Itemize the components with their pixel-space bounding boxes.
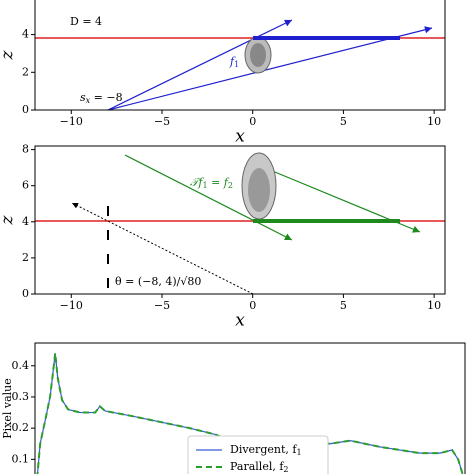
legend-sub: 1 [296, 448, 301, 457]
ray [107, 26, 433, 111]
y-tick-label: 0 [22, 103, 29, 116]
panel-1-geometry: D = 4 sx = −8 f1 [35, 15, 445, 111]
x-tick-label: 0 [249, 115, 256, 128]
y-axis-label: Pixel value [1, 378, 14, 439]
x-tick-label: 5 [340, 115, 347, 128]
y-tick-label: 0 [22, 287, 29, 300]
x-tick-label: −5 [154, 115, 170, 128]
x-tick-label: −10 [60, 299, 83, 312]
phantom-inner [250, 43, 266, 67]
x-tick-label: 10 [427, 115, 441, 128]
legend-box [187, 435, 329, 474]
annotation: sx = −8 [80, 91, 123, 105]
x-axis-label: x [235, 311, 245, 331]
x-tick-label: 10 [427, 299, 441, 312]
line-series [36, 353, 464, 474]
y-tick-label: 4 [22, 215, 29, 228]
x-tick-label: 5 [340, 299, 347, 312]
phantom-inner [248, 168, 270, 212]
x-tick-label: 0 [249, 299, 256, 312]
plot-frame [34, 342, 466, 474]
x-tick-label: −10 [60, 115, 83, 128]
annotation: θ = (−8, 4)/√80 [115, 275, 201, 288]
y-axis-label: z [0, 49, 18, 60]
legend-sub: 2 [283, 465, 288, 474]
x-tick-label: −5 [154, 299, 170, 312]
y-tick-label: 8 [22, 143, 29, 156]
legend-label: Divergent, f1 [230, 443, 302, 457]
y-tick-label: 0.3 [12, 390, 30, 403]
ray [107, 19, 293, 111]
legend: Divergent, f1 Parallel, f2 [187, 435, 329, 474]
y-tick-label: 4 [22, 28, 29, 41]
y-tick-label: 2 [22, 65, 29, 78]
annotation: D = 4 [70, 15, 102, 28]
y-tick-label: 0.4 [12, 359, 30, 372]
y-tick-label: 0.2 [12, 421, 30, 434]
x-axis-label: x [235, 127, 245, 147]
annotation: 𝒯f1 = f2 [190, 176, 233, 190]
legend-label: Parallel, f2 [230, 460, 289, 474]
y-axis-label: z [0, 214, 18, 225]
direction [71, 202, 254, 295]
legend-name: Parallel, f [230, 460, 284, 473]
y-tick-label: 0.1 [12, 452, 30, 465]
legend-name: Divergent, f [230, 443, 297, 456]
ray [124, 154, 293, 241]
y-tick-label: 6 [22, 179, 29, 192]
y-tick-label: 2 [22, 251, 29, 264]
plot-frame [34, 0, 446, 111]
annotation: f1 [229, 55, 239, 69]
panel-2-geometry: 𝒯f1 = f2 θ = (−8, 4)/√80 [35, 152, 445, 295]
plot-frame [34, 145, 446, 295]
